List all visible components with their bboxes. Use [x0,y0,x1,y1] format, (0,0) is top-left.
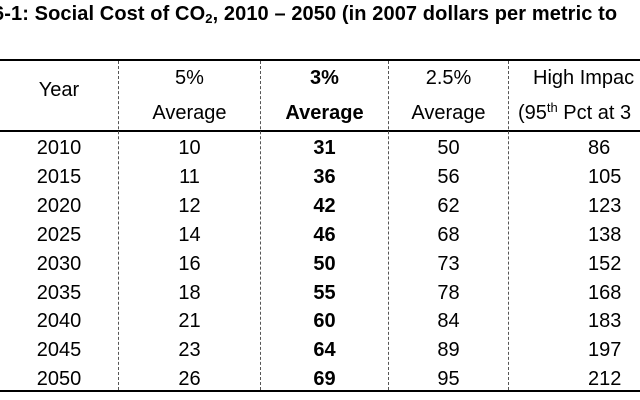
cell-5pct: 26 [178,368,201,390]
cell-2-5pct: 95 [437,368,460,390]
cell-3pct: 31 [313,137,336,159]
cell-3pct: 64 [313,339,336,361]
cell-high-impact: 105 [588,166,622,188]
cell-high-impact: 152 [588,253,622,275]
header-3pct-line2: Average [285,102,364,124]
cell-3pct: 60 [313,310,336,332]
table-title: 6-1: Social Cost of CO2, 2010 – 2050 (in… [0,3,617,26]
table-bottom-rule [0,390,640,392]
cell-high-impact: 123 [588,195,622,217]
cell-3pct: 69 [313,368,336,390]
cell-5pct: 14 [178,224,201,246]
cell-5pct: 23 [178,339,201,361]
cell-high-impact: 197 [588,339,622,361]
cell-year: 2035 [36,282,82,304]
title-subscript: 2 [205,11,213,26]
header-5pct-line1: 5% [175,67,204,89]
cell-year: 2010 [36,137,82,159]
table-header-rule [0,130,640,132]
high-line2-a: (95 [518,102,547,124]
cell-year: 2025 [36,224,82,246]
cell-year: 2040 [36,310,82,332]
cell-high-impact: 168 [588,282,622,304]
cell-3pct: 42 [313,195,336,217]
cell-year: 2045 [36,339,82,361]
cell-5pct: 12 [178,195,201,217]
cell-high-impact: 183 [588,310,622,332]
cell-year: 2015 [36,166,82,188]
high-line2-sup: th [546,100,558,115]
cell-2-5pct: 89 [437,339,460,361]
header-2-5pct-line1: 2.5% [425,67,472,89]
cell-2-5pct: 56 [437,166,460,188]
title-main: 6-1: Social Cost of CO [0,3,206,25]
cell-3pct: 46 [313,224,336,246]
header-high-impact-line2: (95th Pct at 3 [518,101,640,125]
cell-5pct: 18 [178,282,201,304]
table-top-rule [0,59,640,61]
cell-2-5pct: 62 [437,195,460,217]
cell-year: 2020 [36,195,82,217]
header-high-impact-line1: High Impac [533,67,635,89]
title-rest: , 2010 – 2050 (in 2007 dollars per metri… [212,3,618,25]
header-2-5pct-line2: Average [411,102,486,124]
column-divider [508,61,509,390]
cell-2-5pct: 84 [437,310,460,332]
cell-high-impact: 86 [588,137,611,159]
header-3pct-line1: 3% [310,67,339,89]
cell-3pct: 36 [313,166,336,188]
column-divider [118,61,119,390]
cell-2-5pct: 50 [437,137,460,159]
cell-high-impact: 212 [588,368,622,390]
column-divider [388,61,389,390]
cell-2-5pct: 68 [437,224,460,246]
high-line2-b: Pct at 3 [557,102,632,124]
cell-5pct: 10 [178,137,201,159]
cell-2-5pct: 78 [437,282,460,304]
column-divider [260,61,261,390]
cell-5pct: 11 [179,166,200,188]
cell-3pct: 50 [313,253,336,275]
cell-2-5pct: 73 [437,253,460,275]
cell-high-impact: 138 [588,224,622,246]
cell-3pct: 55 [313,282,336,304]
header-year: Year [38,79,80,101]
cell-year: 2050 [36,368,82,390]
cell-5pct: 21 [178,310,201,332]
header-5pct-line2: Average [152,102,227,124]
cell-year: 2030 [36,253,82,275]
cell-5pct: 16 [178,253,201,275]
